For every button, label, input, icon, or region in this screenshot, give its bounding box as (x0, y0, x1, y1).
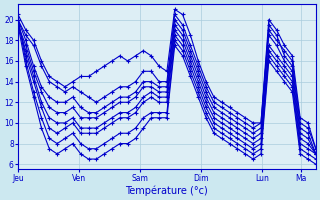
X-axis label: Température (°c): Température (°c) (125, 185, 208, 196)
